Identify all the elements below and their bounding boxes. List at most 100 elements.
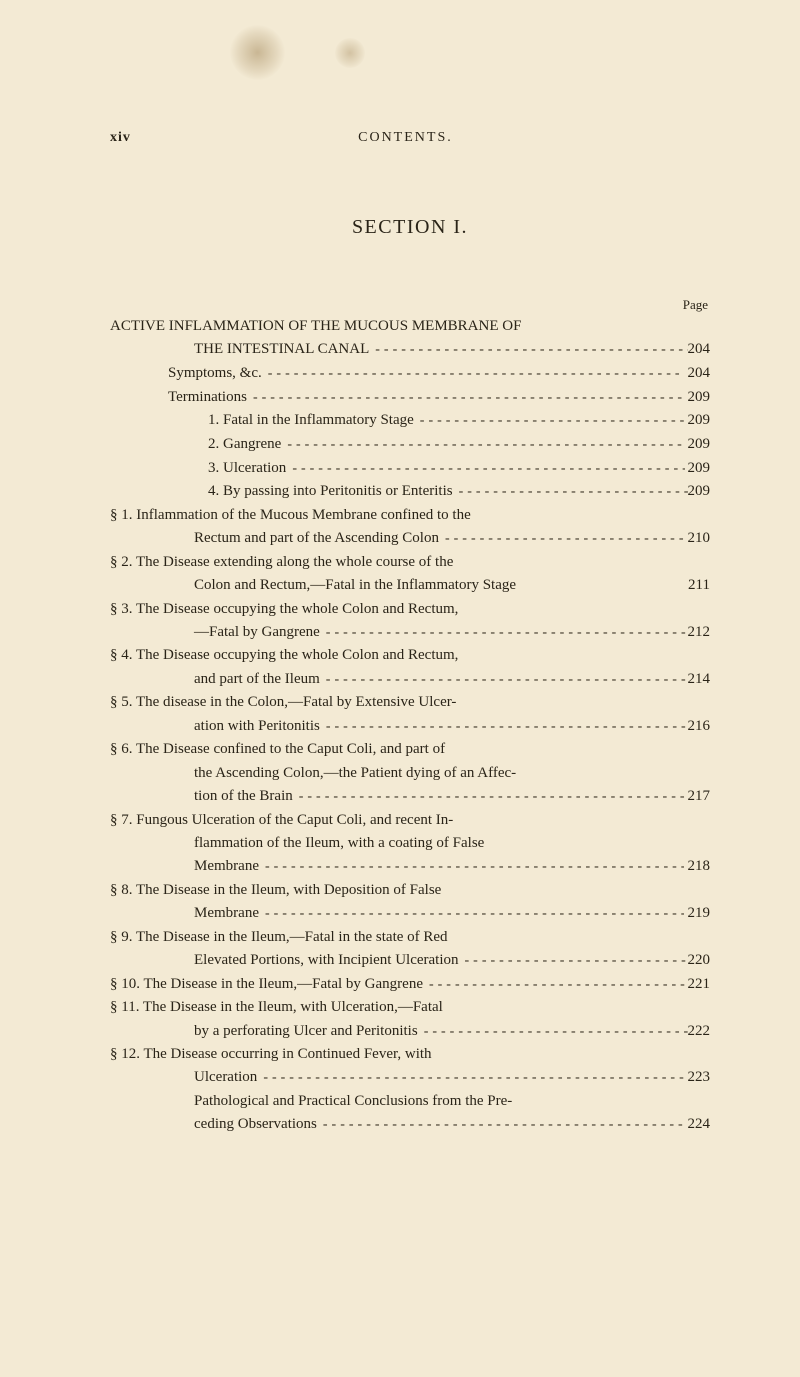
toc-line: § 8. The Disease in the Ileum, with Depo… xyxy=(110,879,710,902)
toc-entry-text: § 6. The Disease confined to the Caput C… xyxy=(110,738,445,761)
toc-page-number: 211 xyxy=(666,574,710,597)
toc-entry-text: § 12. The Disease occurring in Continued… xyxy=(110,1043,432,1066)
toc-line: § 6. The Disease confined to the Caput C… xyxy=(110,738,710,761)
toc-page-number: 210 xyxy=(688,527,711,550)
paper-stain xyxy=(335,38,365,68)
toc-page-number: 217 xyxy=(686,785,710,808)
toc-page-number: 204 xyxy=(688,338,711,361)
toc-page-number: 209 xyxy=(685,433,710,456)
toc-line: § 1. Inflammation of the Mucous Membrane… xyxy=(110,504,710,527)
toc-leader: ----------------------------------------… xyxy=(281,434,685,457)
toc-leader: ----------------------------------------… xyxy=(247,387,683,410)
toc-line: Pathological and Practical Conclusions f… xyxy=(110,1090,710,1113)
toc-line: § 10. The Disease in the Ileum,—Fatal by… xyxy=(110,973,710,997)
toc-entry-text: ation with Peritonitis xyxy=(194,715,320,738)
toc-line: Ulceration------------------------------… xyxy=(110,1066,710,1090)
toc-entry-text: Rectum and part of the Ascending Colon xyxy=(194,527,439,550)
toc-line: tion of the Brain-----------------------… xyxy=(110,785,710,809)
toc-line: THE INTESTINAL CANAL--------------------… xyxy=(110,338,710,362)
toc-entry-text: the Ascending Colon,—the Patient dying o… xyxy=(194,762,516,785)
toc-entry-text: —Fatal by Gangrene xyxy=(194,621,320,644)
toc-leader: ----------------------------------------… xyxy=(414,410,688,433)
toc-entry-text: Symptoms, &c. xyxy=(168,362,262,385)
toc-line: and part of the Ileum-------------------… xyxy=(110,668,710,692)
toc-line: 1. Fatal in the Inflammatory Stage------… xyxy=(110,409,710,433)
toc-page-number: 219 xyxy=(684,902,710,925)
toc-line: by a perforating Ulcer and Peritonitis--… xyxy=(110,1020,710,1044)
toc-page-number: 209 xyxy=(688,480,711,503)
toc-leader: ----------------------------------------… xyxy=(320,669,688,692)
toc-entry-text: flammation of the Ileum, with a coating … xyxy=(194,832,484,855)
toc-page-number: 209 xyxy=(683,386,710,409)
toc-entry-text: § 3. The Disease occupying the whole Col… xyxy=(110,598,458,621)
toc-page-number: 216 xyxy=(687,715,710,738)
toc-entry-text: § 4. The Disease occupying the whole Col… xyxy=(110,644,458,667)
toc-line: § 5. The disease in the Colon,—Fatal by … xyxy=(110,691,710,714)
toc-leader: ----------------------------------------… xyxy=(418,1021,688,1044)
toc-line: —Fatal by Gangrene----------------------… xyxy=(110,621,710,645)
toc-page-number: 218 xyxy=(684,855,710,878)
toc-entry-text: § 11. The Disease in the Ileum, with Ulc… xyxy=(110,996,443,1019)
toc-entry-text: § 1. Inflammation of the Mucous Membrane… xyxy=(110,504,471,527)
toc-page-number: 212 xyxy=(687,621,710,644)
toc-entry-text: Colon and Rectum,—Fatal in the Inflammat… xyxy=(194,574,516,597)
toc-entry-text: § 8. The Disease in the Ileum, with Depo… xyxy=(110,879,441,902)
runhead-spacer xyxy=(680,130,710,146)
toc-entry-text: ACTIVE INFLAMMATION OF THE MUCOUS MEMBRA… xyxy=(110,315,521,338)
toc-leader: ----------------------------------------… xyxy=(293,786,686,809)
toc-line: Elevated Portions, with Incipient Ulcera… xyxy=(110,949,710,973)
toc-line: § 2. The Disease extending along the who… xyxy=(110,551,710,574)
toc-page-number: 214 xyxy=(687,668,710,691)
toc-entry-text: by a perforating Ulcer and Peritonitis xyxy=(194,1020,418,1043)
toc-page-number: 209 xyxy=(688,409,711,432)
toc-entry-text: Terminations xyxy=(168,386,247,409)
toc-entry-text: 4. By passing into Peritonitis or Enteri… xyxy=(208,480,453,503)
toc-entry-text: 2. Gangrene xyxy=(208,433,281,456)
toc-page-number: 204 xyxy=(684,362,710,385)
toc-entry-text: § 5. The disease in the Colon,—Fatal by … xyxy=(110,691,456,714)
toc-leader: ----------------------------------------… xyxy=(259,856,684,879)
page-container: xiv CONTENTS. SECTION I. Page ACTIVE INF… xyxy=(0,0,800,1177)
toc-leader: ----------------------------------------… xyxy=(423,974,688,997)
toc-page-number: 209 xyxy=(685,457,710,480)
toc-line: § 12. The Disease occurring in Continued… xyxy=(110,1043,710,1066)
toc-page-number: 222 xyxy=(688,1020,711,1043)
toc-line: § 9. The Disease in the Ileum,—Fatal in … xyxy=(110,926,710,949)
toc-line: § 4. The Disease occupying the whole Col… xyxy=(110,644,710,667)
running-head-title: CONTENTS. xyxy=(358,130,453,146)
toc-leader: ----------------------------------------… xyxy=(439,528,688,551)
toc-line: ation with Peritonitis------------------… xyxy=(110,715,710,739)
toc-leader: ----------------------------------------… xyxy=(259,903,684,926)
toc-line: 2. Gangrene-----------------------------… xyxy=(110,433,710,457)
toc-line: ACTIVE INFLAMMATION OF THE MUCOUS MEMBRA… xyxy=(110,315,710,338)
toc-line: Terminations----------------------------… xyxy=(110,386,710,410)
folio-number: xiv xyxy=(110,130,131,146)
toc-entry-text: 1. Fatal in the Inflammatory Stage xyxy=(208,409,414,432)
toc-entry-text: § 2. The Disease extending along the who… xyxy=(110,551,453,574)
toc-page-number: 224 xyxy=(687,1113,710,1136)
toc-entry-text: THE INTESTINAL CANAL xyxy=(194,338,369,361)
toc-leader: ----------------------------------------… xyxy=(257,1067,683,1090)
toc-line: § 7. Fungous Ulceration of the Caput Col… xyxy=(110,809,710,832)
toc-entry-text: Ulceration xyxy=(194,1066,257,1089)
toc-entry-text: 3. Ulceration xyxy=(208,457,286,480)
toc-entry-text: § 10. The Disease in the Ileum,—Fatal by… xyxy=(110,973,423,996)
page-column-label: Page xyxy=(110,297,710,313)
toc-line: Symptoms, &c.---------------------------… xyxy=(110,362,710,386)
toc-line: ceding Observations---------------------… xyxy=(110,1113,710,1137)
toc-entry-text: § 7. Fungous Ulceration of the Caput Col… xyxy=(110,809,453,832)
toc-page-number: 223 xyxy=(684,1066,710,1089)
toc-line: 3. Ulceration---------------------------… xyxy=(110,457,710,481)
toc-page-number: 221 xyxy=(688,973,711,996)
toc-entry-text: Pathological and Practical Conclusions f… xyxy=(194,1090,512,1113)
toc-entry-text: Membrane xyxy=(194,855,259,878)
toc-page-number: 220 xyxy=(688,949,711,972)
toc-leader: ----------------------------------------… xyxy=(459,950,688,973)
running-head: xiv CONTENTS. xyxy=(110,130,710,146)
section-title: SECTION I. xyxy=(110,216,710,239)
toc-line: Rectum and part of the Ascending Colon--… xyxy=(110,527,710,551)
toc-line: Colon and Rectum,—Fatal in the Inflammat… xyxy=(110,574,710,597)
table-of-contents: ACTIVE INFLAMMATION OF THE MUCOUS MEMBRA… xyxy=(110,315,710,1137)
toc-entry-text: § 9. The Disease in the Ileum,—Fatal in … xyxy=(110,926,448,949)
toc-line: § 3. The Disease occupying the whole Col… xyxy=(110,598,710,621)
